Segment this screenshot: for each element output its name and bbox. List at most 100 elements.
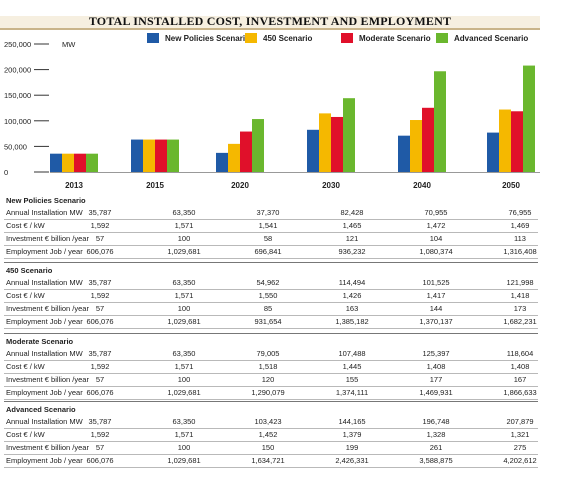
row-divider bbox=[4, 302, 538, 303]
table-cell: 1,634,721 bbox=[251, 456, 285, 465]
table-row: Cost € / kW 1,592 1,571 1,452 1,379 1,328 1,32… bbox=[0, 430, 540, 442]
table-cell: 1,571 bbox=[174, 291, 194, 300]
table-cell: 207,879 bbox=[506, 417, 534, 426]
row-label: Investment € billion /year bbox=[6, 375, 89, 384]
bar bbox=[499, 109, 511, 172]
x-tick-label: 2013 bbox=[65, 181, 83, 190]
table-cell: 125,397 bbox=[422, 349, 450, 358]
table-cell: 57 bbox=[95, 234, 105, 243]
table-row: Investment € billion /year 57 100 120 155 177… bbox=[0, 375, 540, 387]
legend-swatch bbox=[436, 33, 448, 43]
table-cell: 120 bbox=[261, 375, 275, 384]
bar bbox=[74, 153, 86, 172]
table-cell: 1,290,079 bbox=[251, 388, 285, 397]
table-cell: 100 bbox=[177, 304, 191, 313]
row-label: Annual Installation MW bbox=[6, 278, 83, 287]
x-tick-label: 2050 bbox=[502, 181, 520, 190]
table-cell: 58 bbox=[263, 234, 273, 243]
row-label: Cost € / kW bbox=[6, 291, 45, 300]
table-cell: 57 bbox=[95, 304, 105, 313]
legend-label: New Policies Scenario bbox=[165, 33, 250, 43]
y-axis-label: MW bbox=[62, 40, 76, 49]
table-cell: 931,654 bbox=[254, 317, 282, 326]
table-cell: 1,571 bbox=[174, 221, 194, 230]
x-tick-label: 2020 bbox=[231, 181, 249, 190]
legend-swatch bbox=[341, 33, 353, 43]
bar bbox=[131, 139, 143, 172]
table-row: Cost € / kW 1,592 1,571 1,518 1,445 1,408 1,40… bbox=[0, 362, 540, 374]
table-cell: 70,955 bbox=[424, 208, 448, 217]
bar bbox=[86, 153, 98, 172]
table-cell: 1,417 bbox=[426, 291, 446, 300]
row-label: Annual Installation MW bbox=[6, 349, 83, 358]
bar bbox=[523, 65, 535, 172]
bar bbox=[511, 111, 523, 172]
bar bbox=[167, 139, 179, 172]
table-cell: 261 bbox=[429, 443, 443, 452]
table-cell: 196,748 bbox=[422, 417, 450, 426]
table-row: Investment € billion /year 57 100 58 121 104 1… bbox=[0, 234, 540, 246]
bar bbox=[422, 107, 434, 172]
table-cell: 1,316,408 bbox=[503, 247, 537, 256]
row-label: Annual Installation MW bbox=[6, 417, 83, 426]
table-cell: 1,592 bbox=[90, 430, 110, 439]
legend-item: Advanced Scenario bbox=[436, 33, 528, 43]
y-tick-label: 250,000 bbox=[4, 40, 31, 49]
table-cell: 150 bbox=[261, 443, 275, 452]
bar bbox=[50, 153, 62, 172]
table-cell: 1,426 bbox=[342, 291, 362, 300]
bar bbox=[343, 98, 355, 172]
table-cell: 2,426,331 bbox=[335, 456, 369, 465]
table-cell: 1,541 bbox=[258, 221, 278, 230]
table-cell: 163 bbox=[345, 304, 359, 313]
y-tick-label: 200,000 bbox=[4, 66, 31, 75]
table-cell: 167 bbox=[513, 375, 527, 384]
table-cell: 1,472 bbox=[426, 221, 446, 230]
row-divider bbox=[4, 373, 538, 374]
table-cell: 35,787 bbox=[88, 208, 112, 217]
table-cell: 100 bbox=[177, 443, 191, 452]
table-cell: 696,841 bbox=[254, 247, 282, 256]
table-cell: 118,604 bbox=[506, 349, 534, 358]
table-row: Annual Installation MW 35,787 63,350 37,370… bbox=[0, 208, 540, 220]
row-divider bbox=[4, 315, 538, 316]
table-cell: 63,350 bbox=[172, 349, 196, 358]
table-cell: 54,962 bbox=[256, 278, 280, 287]
table-cell: 606,076 bbox=[86, 247, 114, 256]
row-divider bbox=[4, 386, 538, 387]
section-title: 450 Scenario bbox=[6, 266, 53, 275]
y-tick-label: 100,000 bbox=[4, 117, 31, 126]
bar bbox=[487, 132, 499, 172]
table-cell: 173 bbox=[513, 304, 527, 313]
table-cell: 121 bbox=[345, 234, 359, 243]
section-divider bbox=[4, 262, 538, 263]
table-cell: 1,469 bbox=[510, 221, 530, 230]
table-cell: 606,076 bbox=[86, 456, 114, 465]
x-tick-label: 2030 bbox=[322, 181, 340, 190]
table-cell: 1,029,681 bbox=[167, 456, 201, 465]
table-cell: 1,029,681 bbox=[167, 317, 201, 326]
table-cell: 144,165 bbox=[338, 417, 366, 426]
row-divider bbox=[4, 360, 538, 361]
table-cell: 35,787 bbox=[88, 278, 112, 287]
section-divider bbox=[4, 333, 538, 334]
table-cell: 1,385,182 bbox=[335, 317, 369, 326]
table-cell: 1,592 bbox=[90, 291, 110, 300]
chart-title: TOTAL INSTALLED COST, INVESTMENT AND EMP… bbox=[88, 14, 452, 28]
row-divider bbox=[4, 289, 538, 290]
bar bbox=[143, 139, 155, 172]
row-divider bbox=[4, 258, 538, 259]
table-cell: 121,998 bbox=[506, 278, 534, 287]
legend-label: 450 Scenario bbox=[263, 33, 313, 43]
table-cell: 4,202,612 bbox=[503, 456, 537, 465]
bar bbox=[216, 152, 228, 172]
table-row: Annual Installation MW 35,787 63,350 103,42… bbox=[0, 417, 540, 429]
row-label: Employment Job / year bbox=[6, 317, 83, 326]
legend-item: New Policies Scenario bbox=[147, 33, 250, 43]
table-cell: 1,571 bbox=[174, 430, 194, 439]
table-cell: 1,029,681 bbox=[167, 247, 201, 256]
y-tick-label: 50,000 bbox=[4, 142, 27, 151]
table-cell: 606,076 bbox=[86, 317, 114, 326]
legend-item: Moderate Scenario bbox=[341, 33, 431, 43]
table-cell: 1,418 bbox=[510, 291, 530, 300]
